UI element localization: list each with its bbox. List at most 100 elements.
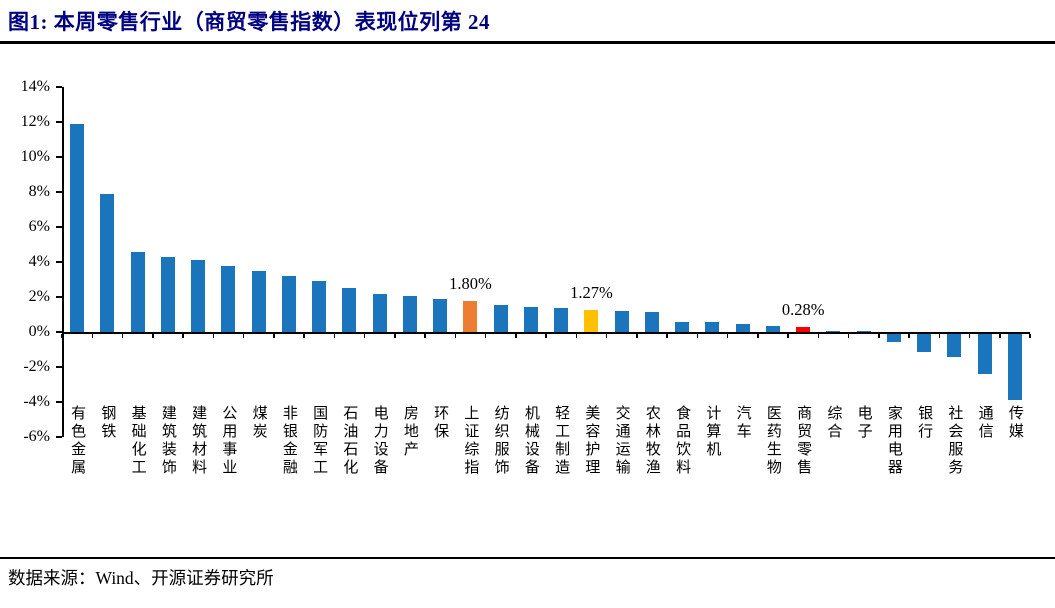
bar: [796, 327, 811, 332]
category-label: 上证综指: [462, 405, 479, 477]
x-axis-tick: [1029, 333, 1031, 338]
y-tick-label: 0%: [28, 323, 50, 340]
category-label: 基础化工: [129, 405, 146, 477]
y-axis-tick: [56, 261, 62, 263]
y-tick-label: 6%: [28, 218, 50, 235]
x-axis-tick: [212, 333, 214, 338]
x-axis-tick: [424, 333, 426, 338]
category-label: 石油石化: [341, 405, 358, 477]
bar: [675, 321, 690, 332]
bar-value-annotation: 1.80%: [449, 273, 492, 293]
category-label: 非银金融: [280, 405, 297, 477]
category-label: 公用事业: [220, 405, 237, 477]
x-axis-tick: [726, 333, 729, 338]
x-axis-tick: [575, 333, 577, 338]
x-axis-tick: [303, 333, 305, 338]
x-axis-tick: [908, 333, 910, 338]
x-axis-line: [62, 332, 1030, 334]
bar: [281, 276, 296, 332]
x-axis-tick: [968, 333, 971, 338]
x-axis-tick: [847, 333, 850, 338]
bar: [70, 123, 85, 332]
bar-value-annotation: 0.28%: [781, 300, 825, 320]
category-label: 医药生物: [764, 405, 781, 477]
category-label: 汽车: [734, 405, 751, 441]
category-label: 食品饮料: [674, 405, 691, 477]
x-axis-tick: [454, 333, 456, 338]
bar: [463, 300, 478, 332]
y-tick-label: 8%: [28, 183, 50, 200]
category-label: 机械设备: [522, 405, 539, 477]
x-axis-tick: [242, 333, 245, 338]
bar: [312, 281, 327, 332]
x-axis-tick: [999, 333, 1001, 338]
category-label: 商贸零售: [795, 405, 812, 477]
bar: [705, 321, 720, 332]
y-axis-tick: [56, 86, 62, 88]
bar: [977, 333, 992, 374]
bar: [735, 324, 750, 332]
header-rule: [0, 41, 1055, 44]
bar: [614, 311, 629, 332]
category-label: 环保: [432, 405, 449, 441]
x-axis-tick: [394, 333, 396, 338]
category-label: 交通运输: [613, 405, 630, 477]
figure-title: 图1: 本周零售行业（商贸零售指数）表现位列第 24: [8, 10, 490, 34]
x-axis-tick: [182, 333, 184, 338]
bar: [554, 308, 569, 332]
y-axis-tick: [56, 156, 62, 158]
category-label: 建筑材料: [190, 405, 207, 477]
x-axis-tick: [91, 333, 93, 338]
bar: [221, 265, 236, 332]
bar: [191, 260, 206, 332]
category-label: 电子: [855, 405, 872, 441]
x-axis-tick: [545, 333, 547, 338]
category-label: 社会服务: [946, 405, 963, 477]
bar: [856, 331, 871, 333]
y-tick-label: -6%: [23, 428, 50, 445]
x-axis-tick: [636, 333, 638, 338]
x-axis-tick: [61, 333, 63, 338]
category-label: 国防军工: [311, 405, 328, 477]
bar: [917, 333, 932, 352]
y-axis-tick: [56, 331, 62, 333]
x-axis-tick: [273, 333, 275, 338]
y-tick-label: 14%: [20, 78, 50, 95]
x-axis-tick: [484, 333, 487, 338]
x-axis-tick: [605, 333, 608, 338]
category-label: 银行: [916, 405, 933, 441]
category-label: 电力设备: [371, 405, 388, 477]
category-label: 综合: [825, 405, 842, 441]
y-tick-label: -2%: [23, 358, 50, 375]
category-label: 农林牧渔: [643, 405, 660, 477]
bar: [765, 325, 780, 332]
category-label: 钢铁: [99, 405, 116, 441]
x-axis-tick: [333, 333, 335, 338]
bar: [372, 294, 387, 332]
x-axis-tick: [757, 333, 759, 338]
y-axis-tick: [56, 226, 62, 228]
data-source: 数据来源：Wind、开源证券研究所: [8, 568, 274, 588]
y-axis-tick: [56, 401, 62, 403]
bar-value-annotation: 1.27%: [570, 282, 613, 302]
bar: [584, 309, 599, 332]
y-axis-tick: [56, 296, 62, 298]
category-label: 纺织服饰: [492, 405, 509, 477]
x-axis-tick: [878, 333, 880, 338]
bar: [100, 193, 115, 332]
y-axis-tick: [56, 436, 62, 438]
y-axis-tick: [56, 121, 62, 123]
footer-rule: [0, 557, 1055, 559]
bar: [251, 270, 266, 332]
bar: [160, 256, 175, 332]
x-axis-tick: [696, 333, 698, 338]
x-axis-tick: [666, 333, 668, 338]
x-axis-tick: [152, 333, 154, 338]
bar: [826, 330, 841, 332]
x-axis-tick: [363, 333, 366, 338]
bar: [402, 296, 417, 332]
bar: [433, 298, 448, 332]
bar: [947, 333, 962, 358]
category-label: 美容护理: [583, 405, 600, 477]
